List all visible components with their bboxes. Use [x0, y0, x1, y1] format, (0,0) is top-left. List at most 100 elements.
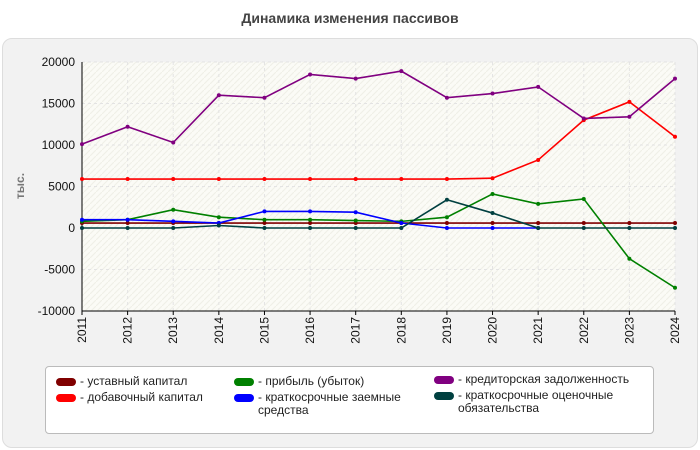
x-tick-label: 2018 [394, 317, 408, 344]
data-point [444, 215, 449, 220]
data-point [353, 210, 358, 215]
data-point [673, 226, 677, 230]
data-point [171, 177, 176, 182]
data-point [353, 226, 358, 230]
x-tick-label: 2020 [486, 317, 500, 344]
data-point [171, 140, 176, 145]
legend-label: - прибыль (убыток) [258, 374, 365, 388]
series-line [81, 70, 676, 145]
x-tick-label: 2012 [121, 317, 135, 344]
data-point [627, 256, 632, 261]
data-point [308, 221, 313, 226]
data-point [308, 226, 313, 230]
axes [81, 62, 676, 315]
data-point [490, 221, 495, 226]
data-point [627, 221, 632, 226]
data-point [490, 191, 495, 196]
legend-swatch [434, 392, 454, 400]
legend-swatch [434, 376, 454, 384]
legend-swatch [234, 394, 254, 402]
x-tick-label: 2014 [212, 317, 226, 344]
data-point [581, 221, 586, 226]
data-point [80, 226, 84, 230]
data-point [444, 177, 449, 182]
data-point [262, 226, 267, 230]
x-tick-label: 2024 [668, 317, 682, 344]
data-point [308, 217, 313, 222]
x-tick-label: 2019 [440, 317, 454, 344]
legend-swatch [234, 378, 254, 386]
data-point [80, 217, 84, 222]
series-line [82, 100, 676, 180]
legend-label: - кредиторская задолженность [458, 372, 630, 386]
data-point [262, 95, 267, 100]
y-tick-labels: -10000 -5000 0 5000 10000 15000 20000 [38, 55, 76, 318]
data-point [171, 219, 176, 224]
data-point [536, 221, 541, 226]
x-tick-labels: 2011 2012 2013 2014 2015 2016 2017 2018 2019 2020… [75, 317, 682, 344]
data-point [399, 221, 404, 226]
x-tick-label: 2017 [349, 317, 363, 344]
legend-label: - краткосрочные оценочные обязательства [458, 388, 614, 415]
x-tick-label: 2011 [75, 317, 89, 343]
data-point [262, 217, 267, 222]
data-point [399, 69, 404, 74]
legend-item: - краткосрочные оценочные обязательства [434, 389, 649, 415]
data-point [627, 226, 632, 230]
series-line [81, 193, 676, 289]
data-point [125, 177, 130, 182]
data-point [80, 177, 84, 182]
legend-label: - уставный капитал [80, 374, 188, 388]
y-tick-label: 5000 [48, 180, 75, 194]
data-point [399, 226, 404, 230]
data-point [490, 91, 495, 96]
data-point [353, 218, 358, 223]
y-tick-label: 15000 [42, 97, 76, 111]
data-point [308, 72, 313, 77]
legend-item: - уставный капитал [56, 375, 216, 388]
data-point [262, 221, 267, 226]
data-point [262, 209, 267, 214]
data-point [171, 207, 176, 212]
data-point [444, 197, 449, 202]
y-tick-label: 20000 [42, 55, 76, 69]
legend-label: - краткосрочные заемные средства [258, 390, 401, 417]
data-point [171, 226, 176, 230]
data-point [125, 221, 130, 226]
data-point [399, 177, 404, 182]
legend-label: - добавочный капитал [80, 390, 203, 404]
chart-title: Динамика изменения пассивов [241, 10, 459, 26]
data-point [536, 226, 541, 230]
data-point [673, 76, 677, 81]
data-point [262, 177, 267, 182]
data-point [125, 124, 130, 129]
series-line [82, 198, 675, 229]
y-tick-label: -10000 [38, 304, 76, 318]
data-point [444, 95, 449, 100]
x-tick-label: 2013 [166, 317, 180, 344]
legend-swatch [56, 394, 76, 402]
legend-item: - кредиторская задолженность [434, 373, 649, 386]
data-point [353, 76, 358, 81]
data-point [216, 215, 221, 220]
y-tick-label: -5000 [44, 263, 75, 277]
x-tick-label: 2016 [303, 317, 317, 344]
data-point [216, 223, 221, 228]
data-point [536, 84, 541, 89]
data-point [581, 226, 586, 230]
data-point [308, 209, 313, 214]
data-point [673, 285, 677, 290]
data-point [673, 221, 677, 226]
y-tick-label: 10000 [42, 138, 76, 152]
legend-item: - прибыль (убыток) [234, 375, 409, 388]
x-tick-label: 2015 [257, 317, 271, 344]
data-point [536, 157, 541, 162]
series-group [80, 69, 677, 290]
data-point [490, 176, 495, 181]
data-point [536, 201, 541, 206]
data-point [627, 114, 632, 119]
data-point [444, 221, 449, 226]
data-point [581, 196, 586, 201]
data-point [490, 226, 495, 230]
